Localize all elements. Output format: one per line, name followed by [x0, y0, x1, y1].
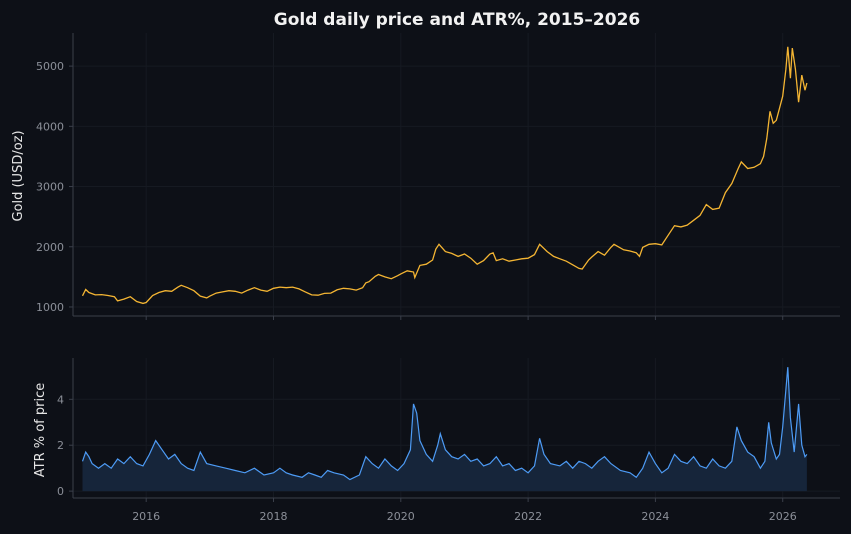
atr-area-fill: [82, 367, 807, 492]
x-tick-label: 2016: [132, 510, 160, 523]
atr-panel: 0 2 4 2016 2018 2020 2022 2024 2026 ATR % of pr…: [33, 358, 840, 523]
x-tick-label: 2022: [514, 510, 542, 523]
atr-y-axis-label: ATR % of price: [33, 383, 48, 478]
y-tick-label: 2000: [36, 241, 64, 254]
y-tick-label: 2: [57, 439, 64, 452]
atr-axes: [72, 358, 840, 499]
price-x-ticks: [145, 316, 784, 320]
x-tick-label: 2024: [641, 510, 669, 523]
x-tick-label: 2018: [260, 510, 288, 523]
y-tick-label: 4: [57, 393, 64, 406]
y-tick-label: 1000: [36, 301, 64, 314]
gold-price-line: [81, 46, 808, 305]
atr-percent-line: [81, 367, 808, 481]
x-tick-label: 2020: [387, 510, 415, 523]
y-tick-label: 3000: [36, 181, 64, 194]
x-tick-label: 2026: [769, 510, 797, 523]
price-grid: [73, 33, 840, 316]
atr-x-ticks: 2016 2018 2020 2022 2024 2026: [132, 498, 797, 523]
y-tick-label: 0: [57, 485, 64, 498]
price-y-ticks: 1000 2000 3000 4000 5000: [36, 60, 73, 314]
price-y-axis-label: Gold (USD/oz): [11, 130, 26, 221]
y-tick-label: 5000: [36, 60, 64, 73]
y-tick-label: 4000: [36, 120, 64, 133]
price-panel: 1000 2000 3000 4000 5000 Gold (USD/oz): [11, 33, 840, 320]
price-axes: [72, 33, 840, 317]
atr-y-ticks: 0 2 4: [57, 393, 73, 498]
chart-title: Gold daily price and ATR%, 2015–2026: [274, 10, 640, 30]
